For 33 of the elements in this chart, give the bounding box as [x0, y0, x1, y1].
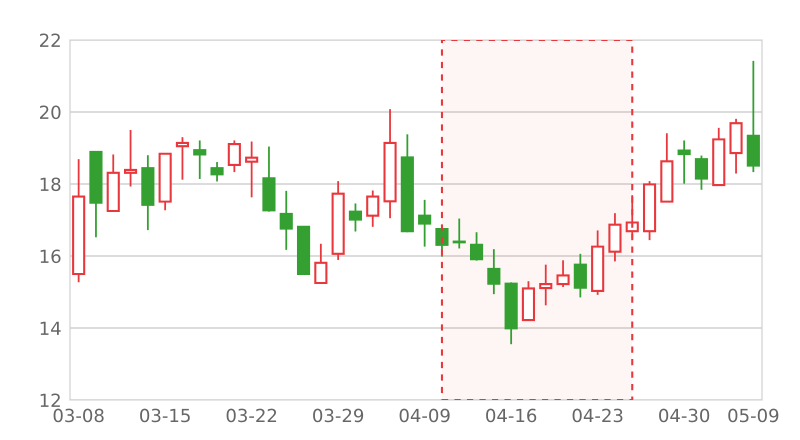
candlestick — [574, 252, 587, 298]
x-tick-label: 04-16 — [486, 408, 536, 422]
candlestick — [348, 202, 362, 232]
candlestick — [418, 198, 432, 248]
candlestick — [539, 264, 552, 306]
x-tick-label: 03-08 — [54, 408, 104, 422]
candlestick — [487, 248, 500, 296]
candlestick — [746, 60, 760, 174]
candlestick — [280, 190, 293, 251]
candlestick — [332, 180, 345, 261]
candlestick — [124, 129, 138, 188]
candlestick — [383, 108, 397, 220]
candlestick — [210, 161, 224, 182]
y-tick-label: 18 — [40, 177, 60, 192]
candlestick — [678, 140, 691, 185]
candlestick — [245, 140, 258, 198]
x-tick-label: 03-15 — [140, 408, 190, 422]
y-tick-label: 16 — [40, 249, 61, 264]
x-tick-label: 05-09 — [728, 408, 778, 422]
y-tick-label: 14 — [40, 322, 61, 335]
x-tick-label: 03-29 — [313, 408, 364, 422]
candlestick — [72, 158, 86, 284]
x-tick-label: 04-09 — [400, 408, 450, 422]
x-tick-label: 04-23 — [572, 408, 622, 422]
candlestick — [176, 136, 190, 181]
y-tick-label: 22 — [40, 33, 60, 47]
y-tick-label: 12 — [40, 393, 60, 407]
candlestick — [193, 140, 206, 180]
candlestick — [141, 154, 154, 231]
candlestick — [608, 212, 622, 262]
x-tick-label: 04-30 — [659, 408, 710, 422]
y-tick-label: 20 — [40, 105, 60, 120]
x-tick-label: 03-22 — [226, 408, 276, 422]
